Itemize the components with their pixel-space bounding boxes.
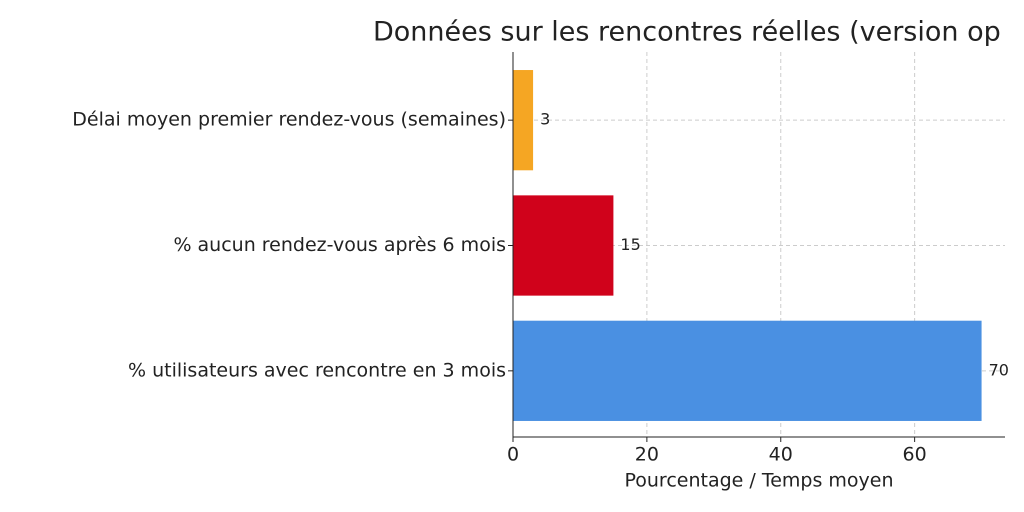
x-tick-label: 20 [635, 444, 659, 466]
value-label: 3 [540, 110, 550, 129]
bar [513, 195, 614, 296]
x-tick-label: 40 [769, 444, 793, 466]
y-tick-label: Délai moyen premier rendez-vous (semaine… [72, 109, 506, 131]
chart-title: Données sur les rencontres réelles (vers… [373, 17, 1001, 48]
y-tick-label: % aucun rendez-vous après 6 mois [173, 234, 506, 256]
y-tick-label: % utilisateurs avec rencontre en 3 mois [128, 359, 506, 381]
value-label: 70 [989, 360, 1009, 379]
x-axis-label: Pourcentage / Temps moyen [624, 470, 893, 492]
x-tick-label: 0 [507, 444, 519, 466]
bar [513, 70, 534, 171]
bar [513, 320, 982, 421]
x-tick-label: 60 [903, 444, 927, 466]
value-label: 15 [620, 235, 640, 254]
